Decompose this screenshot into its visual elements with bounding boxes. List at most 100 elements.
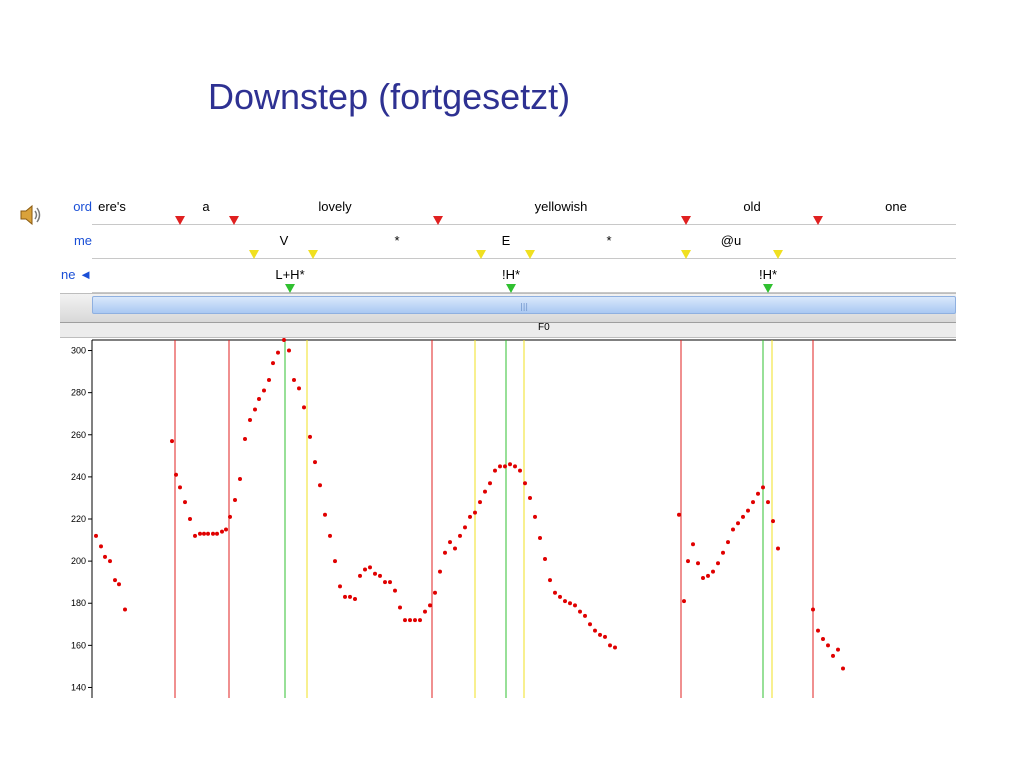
f0-point xyxy=(224,527,228,532)
f0-point xyxy=(113,578,117,583)
word-label[interactable]: one xyxy=(885,199,907,214)
f0-point xyxy=(233,498,237,503)
y-tick-label: 200 xyxy=(71,556,86,566)
phoneme-label[interactable]: @u xyxy=(720,233,742,248)
f0-point xyxy=(228,514,232,519)
tier-label-phoneme[interactable]: me xyxy=(73,233,92,248)
y-tick-label: 160 xyxy=(71,640,86,650)
f0-point xyxy=(398,605,402,610)
f0-point xyxy=(253,407,257,412)
f0-point xyxy=(503,464,507,469)
f0-point xyxy=(297,386,301,391)
tone-marker[interactable] xyxy=(285,284,295,293)
f0-point xyxy=(826,643,830,648)
tone-label[interactable]: !H* xyxy=(501,267,521,282)
f0-point xyxy=(463,525,467,530)
f0-point xyxy=(686,559,690,564)
f0-point xyxy=(368,565,372,570)
tone-label[interactable]: !H* xyxy=(758,267,778,282)
f0-point xyxy=(238,476,242,481)
f0-point xyxy=(741,514,745,519)
f0-point xyxy=(448,540,452,545)
word-boundary-marker[interactable] xyxy=(229,216,239,225)
phoneme-boundary-marker[interactable] xyxy=(476,250,486,259)
f0-point xyxy=(438,569,442,574)
f0-panel-header xyxy=(60,322,956,338)
f0-point xyxy=(193,533,197,538)
f0-point xyxy=(373,571,377,576)
word-label[interactable]: a xyxy=(202,199,210,214)
phoneme-label[interactable]: * xyxy=(606,233,612,248)
f0-point xyxy=(761,485,765,490)
tone-label[interactable]: L+H* xyxy=(275,267,305,282)
word-label[interactable]: old xyxy=(743,199,761,214)
f0-point xyxy=(548,578,552,583)
f0-point xyxy=(528,495,532,500)
phoneme-boundary-marker[interactable] xyxy=(681,250,691,259)
f0-point xyxy=(202,531,206,536)
phoneme-boundary-marker[interactable] xyxy=(525,250,535,259)
f0-point xyxy=(478,500,482,505)
speaker-icon[interactable] xyxy=(18,202,44,228)
f0-point xyxy=(523,481,527,486)
phoneme-boundary-marker[interactable] xyxy=(773,250,783,259)
f0-point xyxy=(117,582,121,587)
f0-point xyxy=(696,561,700,566)
f0-point xyxy=(433,590,437,595)
f0-point xyxy=(608,643,612,648)
word-label[interactable]: lovely xyxy=(318,199,352,214)
f0-point xyxy=(353,597,357,602)
f0-point xyxy=(323,512,327,517)
f0-point xyxy=(841,666,845,671)
y-tick-label: 240 xyxy=(71,472,86,482)
f0-point xyxy=(756,491,760,496)
f0-point xyxy=(706,573,710,578)
word-boundary-marker[interactable] xyxy=(433,216,443,225)
f0-point xyxy=(287,348,291,353)
phoneme-label[interactable]: E xyxy=(501,233,511,248)
phoneme-boundary-marker[interactable] xyxy=(308,250,318,259)
word-label[interactable]: ere's xyxy=(98,199,126,214)
tone-marker[interactable] xyxy=(506,284,516,293)
f0-point xyxy=(726,540,730,545)
f0-point xyxy=(711,569,715,574)
f0-point xyxy=(721,550,725,555)
f0-point xyxy=(513,464,517,469)
f0-point xyxy=(518,468,522,473)
f0-point xyxy=(220,529,224,534)
f0-point xyxy=(267,378,271,383)
word-boundary-marker[interactable] xyxy=(175,216,185,225)
f0-point xyxy=(836,647,840,652)
f0-panel-title: F0 xyxy=(538,322,550,333)
f0-point xyxy=(383,580,387,585)
f0-point xyxy=(488,481,492,486)
f0-point xyxy=(302,405,306,410)
f0-point xyxy=(453,546,457,551)
tier-divider xyxy=(92,224,956,225)
word-boundary-marker[interactable] xyxy=(681,216,691,225)
f0-point xyxy=(198,531,202,536)
f0-point xyxy=(811,607,815,612)
phoneme-label[interactable]: V xyxy=(279,233,289,248)
f0-point xyxy=(183,500,187,505)
phoneme-boundary-marker[interactable] xyxy=(249,250,259,259)
f0-point xyxy=(94,533,98,538)
f0-point xyxy=(408,618,412,623)
tone-marker[interactable] xyxy=(763,284,773,293)
f0-point xyxy=(558,594,562,599)
f0-point xyxy=(458,533,462,538)
f0-point xyxy=(170,439,174,444)
phoneme-label[interactable]: * xyxy=(394,233,400,248)
word-boundary-marker[interactable] xyxy=(813,216,823,225)
word-label[interactable]: yellowish xyxy=(534,199,588,214)
f0-point xyxy=(378,573,382,578)
scrollbar-thumb[interactable] xyxy=(92,296,956,314)
tier-label-word[interactable]: ord xyxy=(73,199,92,214)
f0-point xyxy=(613,645,617,650)
f0-point xyxy=(508,462,512,467)
f0-point xyxy=(603,634,607,639)
f0-point xyxy=(598,632,602,637)
tier-label-tone[interactable]: ne ◄ xyxy=(61,267,92,282)
y-tick-label: 180 xyxy=(71,598,86,608)
